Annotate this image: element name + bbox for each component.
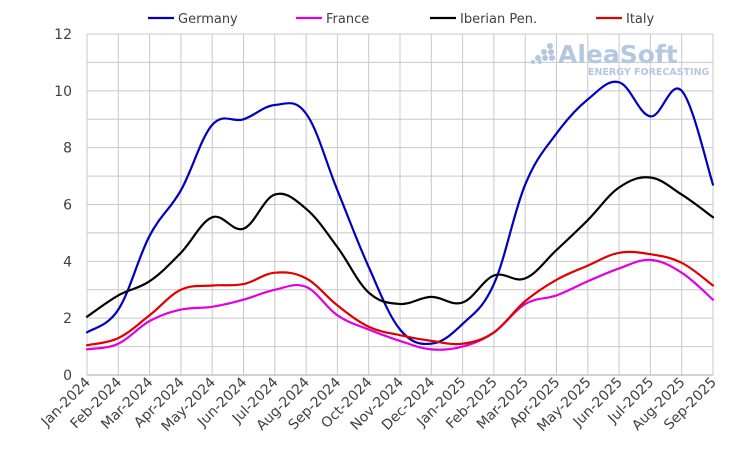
aleasoft-logo-icon bbox=[531, 43, 555, 64]
logo-dot bbox=[538, 60, 542, 64]
y-tick-label: 6 bbox=[63, 198, 72, 214]
y-axis-ticks: 0 2 4 6 8 10 12 bbox=[54, 27, 72, 384]
series-line-germany bbox=[85, 80, 715, 346]
y-tick-label: 8 bbox=[63, 141, 72, 157]
series-lines bbox=[85, 80, 715, 351]
watermark-tagline: ENERGY FORECASTING bbox=[588, 67, 710, 78]
y-tick-label: 10 bbox=[54, 84, 72, 100]
x-axis-ticks: Jan-2024Feb-2024Mar-2024Apr-2024May-2024… bbox=[38, 374, 720, 434]
series-line-france bbox=[85, 258, 715, 351]
watermark-brand: AleaSoft bbox=[558, 40, 678, 69]
logo-dot bbox=[542, 55, 548, 61]
legend-label: Germany bbox=[178, 12, 238, 27]
legend-label: France bbox=[326, 12, 369, 27]
legend-label: Iberian Pen. bbox=[460, 12, 537, 27]
logo-dot bbox=[549, 55, 555, 61]
y-tick-label: 4 bbox=[63, 254, 72, 270]
y-tick-label: 0 bbox=[63, 368, 72, 384]
series-line-italy bbox=[85, 250, 715, 347]
logo-dot bbox=[535, 55, 541, 61]
logo-dot bbox=[541, 49, 547, 55]
logo-dot bbox=[547, 43, 553, 49]
y-tick-label: 2 bbox=[63, 311, 72, 327]
legend-label: Italy bbox=[626, 12, 655, 27]
legend: Germany France Iberian Pen. Italy bbox=[148, 12, 655, 27]
grid bbox=[86, 33, 714, 376]
logo-dot bbox=[548, 49, 554, 55]
series-line-iberian-pen bbox=[85, 176, 715, 318]
aleasoft-watermark: AleaSoft ENERGY FORECASTING bbox=[531, 40, 710, 78]
y-tick-label: 12 bbox=[54, 27, 72, 43]
logo-dot bbox=[531, 60, 535, 64]
